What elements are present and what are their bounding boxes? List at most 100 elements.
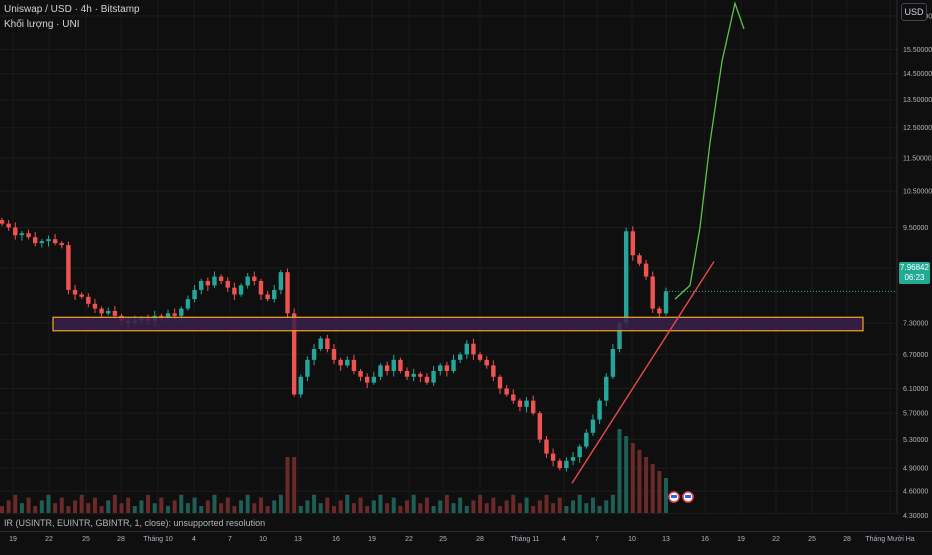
candle-body [584,432,589,447]
volume-bar [0,506,4,513]
candle-body [79,294,84,297]
candle-body [252,276,257,281]
volume-bar [318,503,323,513]
symbol-title[interactable]: Uniswap / USD · 4h · Bitstamp [4,4,140,15]
volume-bar [597,506,602,513]
volume-bar [292,457,297,513]
time-tick-label: 16 [332,536,340,543]
candle-body [451,359,456,372]
candle-body [504,388,509,395]
candle-body [258,280,264,295]
candle-body [577,446,582,458]
volume-bar [13,494,18,513]
volume-bar [139,500,144,513]
volume-bar [345,494,350,513]
price-tick-label: 14.50000 [903,71,932,78]
candle-body [291,313,297,395]
candle-body [66,245,71,290]
candle-body [325,338,330,349]
volume-bar [351,503,356,513]
time-tick-label: 16 [701,536,709,543]
candle-body [272,289,277,300]
candle-body [564,460,569,469]
volume-bar [46,494,51,513]
volume-bar [571,500,576,513]
projection-curve [674,0,745,300]
volume-bar [132,506,137,513]
price-tick-label: 15.50000 [903,47,932,54]
candle-body [570,457,576,461]
candle-body [305,359,310,377]
candle-body [338,359,343,366]
candle-body [378,365,383,377]
volume-bar [418,503,423,513]
volume-bars [0,429,668,513]
candle-body [544,439,549,454]
volume-bar [239,500,244,513]
volume-bar [312,494,317,513]
volume-bar [285,457,290,513]
volume-bar [179,494,184,513]
time-tick-label: 4 [192,536,196,543]
candle-body [185,299,191,309]
candle-body [643,263,649,277]
time-tick-label: 22 [772,536,780,543]
price-tick-label: 11.50000 [903,156,932,163]
candle-body [205,280,211,286]
candle-body [398,359,403,372]
candle-body [431,371,436,383]
candle-body [232,287,237,295]
volume-bar [564,506,569,513]
price-tick-label: 5.30000 [903,437,928,444]
candle-body [590,419,596,433]
candle-body [245,276,250,286]
candle-body [358,371,363,377]
candle-body [604,376,609,401]
volume-bar [644,457,649,513]
candle-body [278,272,284,290]
candle-body [531,400,536,414]
volume-bar [358,497,363,513]
volume-bar [411,494,416,513]
candle-body [33,237,38,244]
volume-bar [265,506,270,513]
candle-body [524,400,529,407]
volume-bar [298,506,303,513]
time-tick-label: 19 [737,536,745,543]
volume-bar [232,506,237,513]
volume-bar [511,494,516,513]
currency-button[interactable]: USD [901,3,927,21]
volume-bar [478,494,483,513]
time-tick-label: 22 [45,536,53,543]
volume-bar [26,497,31,513]
volume-bar [630,443,635,513]
volume-bar [398,506,403,513]
candle-body [371,376,377,383]
candle-body [192,289,197,300]
volume-bar [385,503,390,513]
drawings[interactable] [52,0,897,503]
volume-bar [19,503,24,513]
candle-body [26,233,31,238]
volume-bar [59,497,64,513]
candle-body [13,227,18,236]
volume-bar [424,497,429,513]
volume-bar [471,500,476,513]
candle-body [39,241,45,244]
candle-body [457,354,463,360]
flag-icon [671,495,677,498]
price-tick-label: 4.90000 [903,466,928,473]
time-tick-label: Tháng 10 [143,536,173,543]
volume-bar [431,506,436,513]
volume-bar [66,506,71,513]
volume-bar [126,497,131,513]
candle-body [484,359,489,366]
volume-bar [172,500,177,513]
candle-body [106,310,111,314]
time-tick-label: 28 [476,536,484,543]
volume-bar [325,497,330,513]
last-price-value: 7.96842 [900,263,929,272]
time-axis[interactable]: 19 22 25 28 Tháng 10 4 7 10 13 16 19 22 25 28 Tháng 11… [0,531,932,551]
